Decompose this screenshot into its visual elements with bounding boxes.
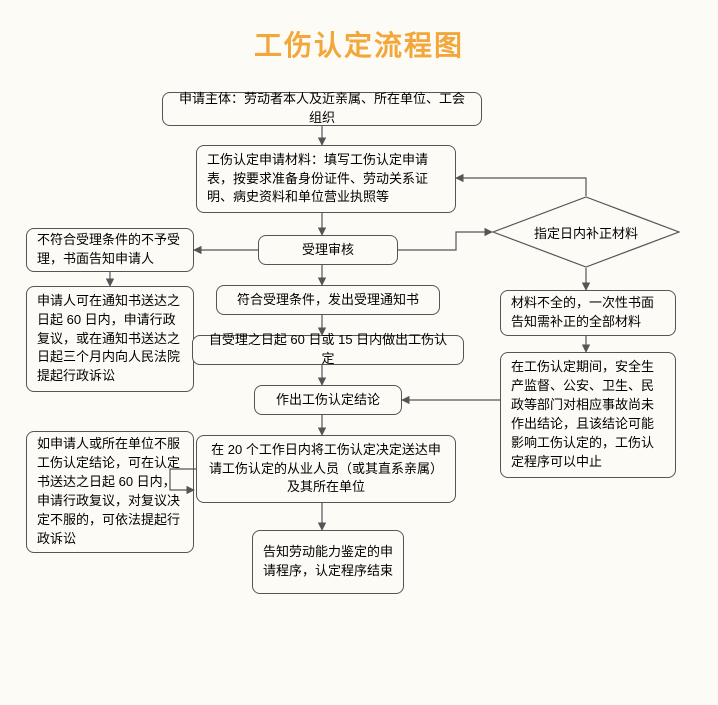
edge-d1-n2 <box>456 178 586 196</box>
edge-n3-d1 <box>398 232 492 250</box>
node-n4: 符合受理条件，发出受理通知书 <box>216 285 440 315</box>
node-n8: 告知劳动能力鉴定的申请程序，认定程序结束 <box>252 530 404 594</box>
node-n6: 作出工伤认定结论 <box>254 385 402 415</box>
node-n3: 受理审核 <box>258 235 398 265</box>
node-n5: 自受理之日起 60 日或 15 日内做出工伤认定 <box>192 335 464 365</box>
page-title: 工伤认定流程图 <box>0 24 718 64</box>
node-s1: 材料不全的，一次性书面告知需补正的全部材料 <box>500 290 676 336</box>
node-r1: 不符合受理条件的不予受理，书面告知申请人 <box>26 228 194 272</box>
diamond-label: 指定日内补正材料 <box>492 196 680 268</box>
node-r3: 如申请人或所在单位不服工伤认定结论，可在认定书送达之日起 60 日内，申请行政复… <box>26 431 194 553</box>
node-n1: 申请主体：劳动者本人及近亲属、所在单位、工会组织 <box>162 92 482 126</box>
diamond-d1: 指定日内补正材料 <box>492 196 680 268</box>
node-r2: 申请人可在通知书送达之日起 60 日内，申请行政复议，或在通知书送达之日起三个月… <box>26 286 194 392</box>
node-s2: 在工伤认定期间，安全生产监督、公安、卫生、民政等部门对相应事故尚未作出结论，且该… <box>500 352 676 478</box>
node-n2: 工伤认定申请材料：填写工伤认定申请表，按要求准备身份证件、劳动关系证明、病史资料… <box>196 145 456 213</box>
node-n7: 在 20 个工作日内将工伤认定决定送达申请工伤认定的从业人员（或其直系亲属）及其… <box>196 435 456 503</box>
